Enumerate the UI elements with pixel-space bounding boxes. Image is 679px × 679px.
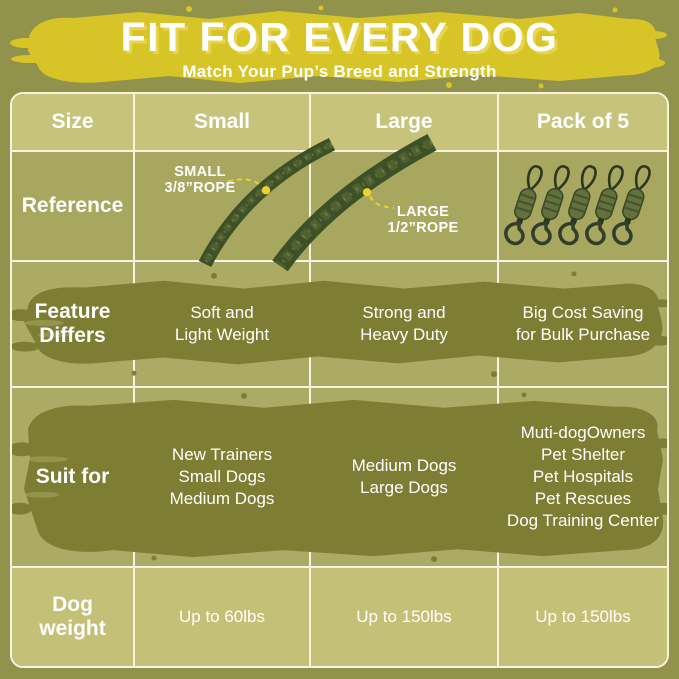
cell-suit-large: Medium Dogs Large Dogs (311, 388, 499, 566)
cell-reference-large (311, 152, 499, 260)
page-title: FIT FOR EVERY DOG (120, 14, 559, 60)
banner-brush-stroke-icon (10, 5, 667, 89)
table-row-dog-weight: Dog weight Up to 60lbs Up to 150lbs Up t… (12, 568, 667, 666)
row-label-reference: Reference (12, 152, 135, 260)
column-header-pack-of-5: Pack of 5 (499, 94, 667, 150)
column-header-large-label: Large (375, 110, 433, 134)
cell-feature-small: Soft and Light Weight (135, 262, 311, 386)
column-header-large: Large (311, 94, 499, 150)
table-row-feature-differs: Feature Differs Soft and Light Weight St… (12, 262, 667, 388)
callout-small-rope: SMALL 3/8”ROPE (164, 164, 236, 197)
column-header-size-label: Size (51, 110, 94, 134)
cell-weight-small: Up to 60lbs (135, 568, 311, 666)
cell-suit-pack: Muti-dogOwners Pet Shelter Pet Hospitals… (506, 422, 660, 531)
table-row-reference: Reference (12, 133, 667, 272)
row-label-suit-for: Suit for (12, 388, 135, 566)
callout-large-rope: LARGE 1/2”ROPE (387, 204, 459, 237)
cell-weight-large: Up to 150lbs (311, 568, 499, 666)
column-header-small: Small (135, 94, 311, 150)
cell-feature-pack: Big Cost Saving for Bulk Purchase (515, 302, 651, 344)
banner: FIT FOR EVERY DOG Match Your Pup’s Breed… (10, 5, 667, 89)
row-label-feature-differs: Feature Differs (12, 262, 135, 386)
cell-feature-large: Strong and Heavy Duty (311, 262, 499, 386)
column-header-small-label: Small (193, 110, 251, 134)
page-subtitle: Match Your Pup’s Breed and Strength (182, 62, 497, 81)
cell-reference-pack (499, 152, 667, 260)
column-header-size: Size (12, 94, 135, 150)
table-row-suit-for: Suit for New Trainers Small Dogs Medium … (12, 388, 667, 568)
cell-suit-small: New Trainers Small Dogs Medium Dogs (135, 388, 311, 566)
table-header-row: Size Small Large Pack of 5 (12, 94, 667, 152)
row-label-dog-weight: Dog weight (12, 568, 135, 666)
comparison-table: Size Small Large Pack of 5 Reference (10, 92, 669, 668)
cell-weight-pack: Up to 150lbs (535, 606, 631, 626)
column-header-pack-of-5-label: Pack of 5 (536, 110, 630, 134)
